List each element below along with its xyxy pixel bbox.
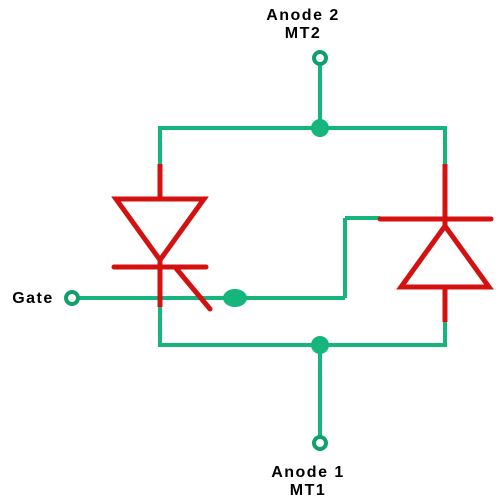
- node-bottom: [311, 336, 329, 354]
- right-scr-triangle: [401, 226, 489, 287]
- label-anode1_a: Anode 1: [271, 464, 345, 481]
- left-scr-triangle: [116, 199, 204, 260]
- label-gate: Gate: [12, 290, 54, 307]
- terminal-gate: [66, 292, 78, 304]
- scr-devices: [116, 199, 489, 287]
- label-anode2_b: MT2: [285, 25, 322, 42]
- node-gate: [223, 289, 247, 307]
- label-anode1_b: MT1: [290, 482, 327, 499]
- node-top: [311, 119, 329, 137]
- label-anode2_a: Anode 2: [266, 7, 340, 24]
- triac-equivalent-diagram: Anode 2MT2 Anode 1MT1 Gate: [0, 0, 500, 500]
- terminal-mt1: [314, 437, 326, 449]
- terminal-mt2: [314, 52, 326, 64]
